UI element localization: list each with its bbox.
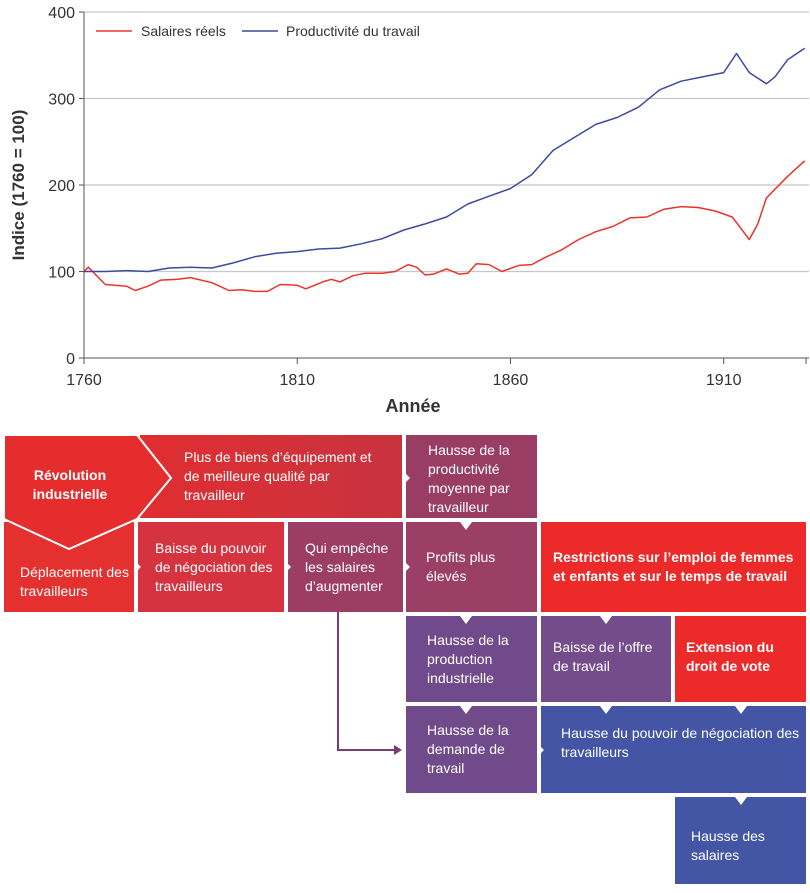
box-restrictions-text: Restrictions sur l’emploi de femmes et e… bbox=[553, 549, 794, 584]
box-productivity: Hausse de la productivité moyenne par tr… bbox=[406, 435, 537, 518]
legend-label-wages: Salaires réels bbox=[141, 23, 226, 39]
box-profits-text: Profits plus élevés bbox=[426, 549, 496, 584]
connector-arrowhead bbox=[394, 745, 402, 755]
box-restrictions: Restrictions sur l’emploi de femmes et e… bbox=[541, 522, 806, 612]
series-lines bbox=[83, 47, 806, 293]
series-line-wages bbox=[83, 160, 806, 293]
series-line-productivity bbox=[84, 47, 806, 273]
y-tick-label: 300 bbox=[48, 92, 75, 109]
box-labour-supply: Baisse de l’offre de travail bbox=[541, 616, 671, 702]
box-bargaining-down-text: Baisse du pouvoir de négociation des tra… bbox=[155, 539, 273, 594]
x-tick-label: 1910 bbox=[706, 372, 742, 389]
box-wages-text: Hausse des salaires bbox=[691, 827, 765, 863]
box-prevents-wages: Qui empêche les salaires d’augmenter bbox=[288, 522, 403, 612]
x-tick-label: 1810 bbox=[279, 372, 315, 389]
tick-labels: 0 100 200 300 400 1760 1810 1860 1910 bbox=[48, 5, 741, 389]
x-tick-label: 1760 bbox=[66, 372, 102, 389]
y-tick-label: 100 bbox=[48, 265, 75, 282]
y-tick-label: 200 bbox=[48, 178, 75, 195]
box-vote: Extension du droit de vote bbox=[675, 616, 806, 702]
box-labour-demand: Hausse de la demande de travail bbox=[406, 706, 537, 793]
box-bargaining-down: Baisse du pouvoir de négociation des tra… bbox=[138, 522, 284, 612]
box-prevents-wages-text: Qui empêche les salaires d’augmenter bbox=[305, 539, 389, 594]
box-profits: Profits plus élevés bbox=[406, 522, 537, 612]
box-labour-supply-text: Baisse de l’offre de travail bbox=[553, 639, 653, 674]
legend: Salaires réels Productivité du travail bbox=[96, 23, 420, 39]
box-displacement: Déplacement des travailleurs bbox=[4, 522, 134, 612]
box-vote-text: Extension du droit de vote bbox=[686, 639, 774, 674]
box-bargaining-up-text: Hausse du pouvoir de négociation des tra… bbox=[561, 724, 800, 760]
legend-label-productivity: Productivité du travail bbox=[286, 23, 420, 39]
gridlines bbox=[84, 11, 809, 273]
y-tick-label: 400 bbox=[48, 5, 75, 22]
x-axis-label: Année bbox=[385, 396, 440, 416]
box-capital: Plus de biens d’équipement et de meilleu… bbox=[140, 435, 402, 518]
box-production: Hausse de la production industrielle bbox=[406, 616, 537, 702]
connector-line bbox=[337, 612, 394, 751]
box-labour-demand-text: Hausse de la demande de travail bbox=[427, 722, 509, 776]
x-tick-label: 1860 bbox=[493, 372, 529, 389]
box-capital-text: Plus de biens d’équipement et de meilleu… bbox=[184, 449, 372, 503]
box-wages: Hausse des salaires bbox=[675, 797, 806, 884]
box-bargaining-up: Hausse du pouvoir de négociation des tra… bbox=[541, 706, 806, 793]
line-chart: 0 100 200 300 400 1760 1810 1860 1910 Salaires r… bbox=[9, 5, 809, 416]
box-productivity-text: Hausse de la productivité moyenne par tr… bbox=[428, 442, 510, 515]
box-production-text: Hausse de la production industrielle bbox=[427, 631, 509, 686]
axes bbox=[79, 11, 809, 364]
box-displacement-text: Déplacement des travailleurs bbox=[20, 564, 129, 599]
y-axis-label: Indice (1760 = 100) bbox=[9, 110, 28, 261]
y-tick-label: 0 bbox=[66, 351, 75, 368]
